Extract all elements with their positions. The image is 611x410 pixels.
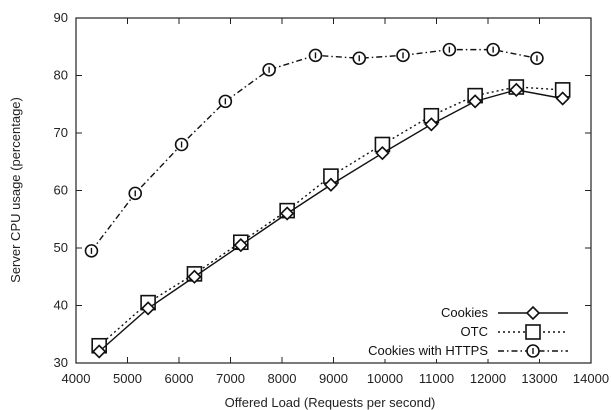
x-tick-label: 12000 [470, 371, 506, 386]
data-point-diamond [467, 94, 483, 109]
y-axis-label: Server CPU usage (percentage) [8, 97, 23, 283]
legend: Cookies OTC Cookies with HTTPS [344, 301, 584, 359]
x-tick-label: 13000 [521, 371, 557, 386]
data-point-diamond [92, 344, 107, 359]
data-point-diamond [280, 206, 295, 221]
legend-label: Cookies with HTTPS [368, 343, 488, 358]
legend-box [344, 301, 584, 359]
x-tick-label: 10000 [367, 371, 403, 386]
y-tick-label: 70 [54, 125, 68, 140]
y-tick-label: 30 [54, 355, 68, 370]
x-tick-label: 6000 [165, 371, 194, 386]
x-tick-label: 5000 [113, 371, 142, 386]
legend-label: OTC [461, 324, 488, 339]
data-point-diamond [555, 91, 570, 106]
legend-marker-diamond [525, 305, 541, 321]
series-layer [84, 42, 571, 359]
data-point-diamond [424, 117, 439, 132]
y-tick-label: 50 [54, 240, 68, 255]
x-tick-label: 9000 [319, 371, 348, 386]
x-tick-label: 7000 [216, 371, 245, 386]
x-tick-label: 14000 [573, 371, 609, 386]
data-point-diamond [140, 301, 156, 316]
data-point-diamond [509, 82, 524, 98]
data-point-diamond [233, 237, 248, 253]
series-diamond [92, 82, 570, 359]
x-axis-label: Offered Load (Requests per second) [225, 395, 436, 410]
x-tick-label: 11000 [419, 371, 454, 386]
legend-marker-square [525, 324, 541, 340]
y-tick-label: 80 [54, 68, 68, 83]
series-line [90, 48, 538, 252]
y-tick-label: 90 [54, 10, 68, 25]
data-point-diamond [375, 145, 390, 161]
data-point-diamond [187, 269, 202, 284]
y-tick-label: 40 [54, 298, 68, 313]
legend-label: Cookies [441, 305, 488, 320]
x-tick-label: 8000 [268, 371, 297, 386]
y-tick-label: 60 [54, 183, 68, 198]
axis-ticks: 4000 5000 6000 7000 8000 9000 10000 11000 12000 1… [54, 10, 610, 386]
series-circle [84, 42, 544, 258]
data-point-diamond [323, 177, 339, 192]
x-tick-label: 4000 [62, 371, 91, 386]
series-line [98, 86, 563, 347]
